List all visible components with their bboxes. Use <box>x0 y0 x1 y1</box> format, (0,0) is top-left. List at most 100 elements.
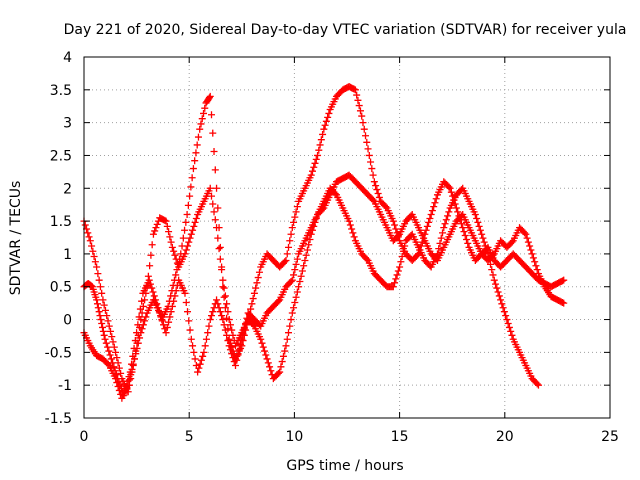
data-point <box>349 229 357 237</box>
data-point <box>209 308 217 316</box>
data-point <box>317 136 325 144</box>
data-point <box>234 351 242 359</box>
data-point <box>354 96 362 104</box>
data-point <box>500 308 508 316</box>
data-point <box>218 266 226 274</box>
data-point <box>248 300 256 308</box>
data-point <box>288 224 296 232</box>
data-point <box>306 235 314 243</box>
data-point <box>560 299 568 307</box>
data-point <box>104 360 112 368</box>
data-point <box>112 375 120 383</box>
data-point <box>288 276 296 284</box>
data-point <box>524 238 532 246</box>
data-point <box>106 351 114 359</box>
data-point <box>237 340 245 348</box>
data-point <box>193 141 201 149</box>
data-point <box>252 284 260 292</box>
data-point <box>394 267 402 275</box>
data-point <box>130 355 138 363</box>
y-tick-label: 1.5 <box>50 214 72 230</box>
data-point <box>319 130 327 138</box>
data-point <box>558 298 566 306</box>
data-point <box>151 227 159 235</box>
data-point <box>292 208 300 216</box>
data-point <box>276 368 284 376</box>
x-tick-label: 25 <box>601 429 619 445</box>
data-point <box>282 256 290 264</box>
data-point <box>363 255 371 263</box>
data-point <box>262 351 270 359</box>
data-point <box>172 255 180 263</box>
data-point <box>99 296 107 304</box>
data-point <box>162 329 170 337</box>
data-point <box>302 251 310 259</box>
data-point <box>374 190 382 198</box>
data-point <box>274 297 282 305</box>
data-point <box>324 113 332 121</box>
data-point <box>187 335 195 343</box>
data-point <box>430 203 438 211</box>
data-point <box>95 276 103 284</box>
data-point <box>223 331 231 339</box>
data-point <box>282 342 290 350</box>
data-point <box>214 300 222 308</box>
data-point <box>281 258 289 266</box>
data-point <box>153 220 161 228</box>
data-point <box>259 343 267 351</box>
data-point <box>205 94 213 102</box>
data-point <box>350 85 358 93</box>
data-point <box>360 125 368 133</box>
data-point <box>198 115 206 123</box>
data-points <box>80 83 568 402</box>
data-point <box>81 221 89 229</box>
data-point <box>238 342 246 350</box>
data-point <box>148 241 156 249</box>
data-point <box>216 243 224 251</box>
plot-frame <box>83 56 611 419</box>
data-point <box>85 233 93 241</box>
data-point <box>189 165 197 173</box>
data-point <box>182 246 190 254</box>
data-point <box>522 230 530 238</box>
data-point <box>204 329 212 337</box>
data-point <box>229 331 237 339</box>
data-point <box>208 192 216 200</box>
data-point <box>277 363 285 371</box>
data-point <box>168 302 176 310</box>
series-track-b <box>80 184 542 396</box>
data-point <box>319 205 327 213</box>
data-point <box>364 145 372 153</box>
data-point <box>113 379 121 387</box>
data-point <box>165 228 173 236</box>
data-point <box>99 323 107 331</box>
data-point <box>189 226 197 234</box>
data-point <box>98 289 106 297</box>
data-point <box>389 217 397 225</box>
data-point <box>139 302 147 310</box>
data-point <box>98 319 106 327</box>
data-point <box>444 212 452 220</box>
data-point <box>283 250 291 258</box>
data-point <box>422 226 430 234</box>
data-point <box>107 355 115 363</box>
data-point <box>278 358 286 366</box>
x-tick-label: 15 <box>391 429 409 445</box>
data-point <box>104 343 112 351</box>
data-point <box>250 289 258 297</box>
data-point <box>88 242 96 250</box>
data-point <box>504 319 512 327</box>
data-point <box>495 292 503 300</box>
data-point <box>162 217 170 225</box>
data-point <box>107 327 115 335</box>
data-point <box>499 304 507 312</box>
data-point <box>134 339 142 347</box>
data-point <box>489 271 497 279</box>
data-point <box>87 281 95 289</box>
data-point <box>228 350 236 358</box>
data-point <box>89 247 97 255</box>
y-tick-label: 1 <box>63 247 72 263</box>
y-tick-label: 2 <box>63 181 72 197</box>
data-point <box>445 208 453 216</box>
